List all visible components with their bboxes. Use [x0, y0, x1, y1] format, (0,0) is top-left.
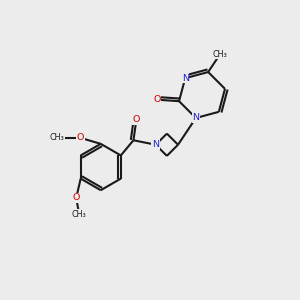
Text: CH₃: CH₃ [50, 134, 64, 142]
Text: N: N [182, 74, 189, 83]
Text: O: O [133, 115, 140, 124]
Text: O: O [77, 134, 84, 142]
Text: N: N [192, 113, 200, 122]
Text: N: N [152, 140, 159, 149]
Text: CH₃: CH₃ [72, 210, 87, 219]
Text: CH₃: CH₃ [213, 50, 227, 59]
Text: O: O [73, 194, 80, 202]
Text: O: O [153, 95, 160, 104]
